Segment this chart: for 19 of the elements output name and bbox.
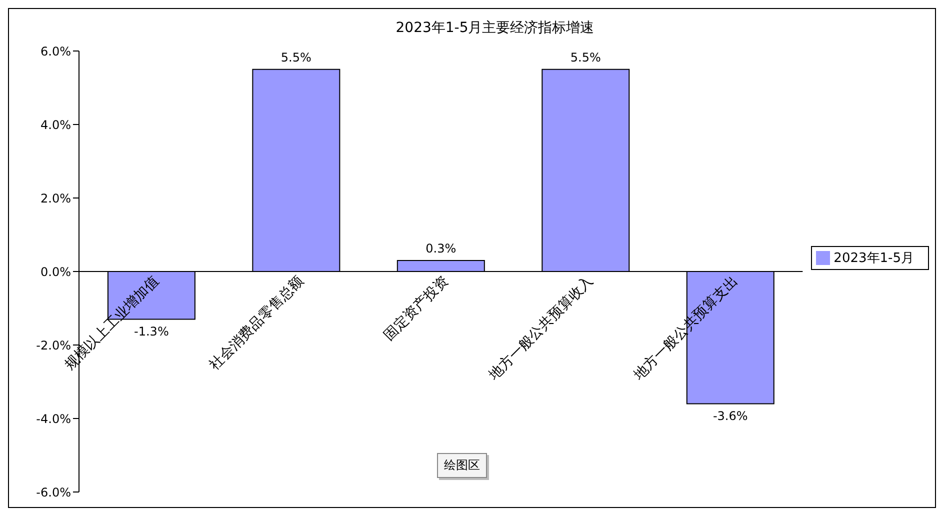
chart-title: 2023年1-5月主要经济指标增速 [394, 19, 596, 37]
y-tick-label: 6.0% [40, 44, 71, 58]
x-tick-label: 固定资产投资 [380, 273, 452, 344]
data-label: -3.6% [712, 408, 748, 423]
x-tick-label: 社会消费品零售总额 [206, 273, 307, 374]
x-tick-label: 地方一般公共预算支出 [630, 273, 742, 384]
legend-label: 2023年1-5月 [834, 251, 914, 266]
y-tick-label: 2.0% [40, 191, 71, 206]
data-label: 0.3% [426, 241, 456, 256]
annotation: 绘图区 [437, 453, 487, 478]
data-label: -1.3% [134, 324, 169, 338]
data-label: 5.5% [280, 50, 312, 64]
y-tick-label: 4.0% [40, 118, 71, 132]
y-tick-label: -2.0% [36, 338, 71, 352]
data-label: 5.5% [570, 50, 601, 64]
y-tick-label: -4.0% [36, 412, 71, 426]
y-tick-label: 0.0% [40, 264, 71, 279]
x-tick-label: 地方一般公共预算收入 [485, 273, 596, 384]
y-tick-label: -6.0% [36, 485, 71, 500]
